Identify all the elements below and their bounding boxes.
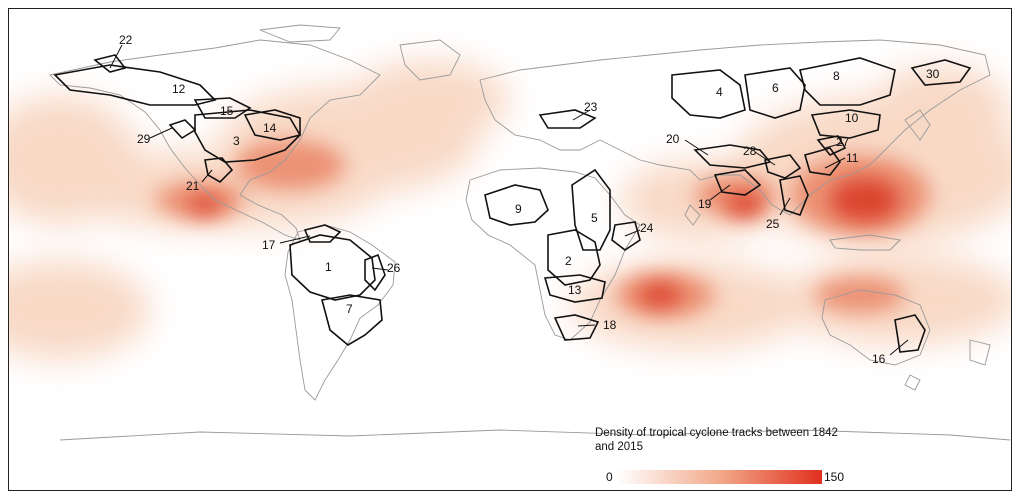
label-16: 16 [872,352,886,366]
basin-29 [168,119,197,140]
label-13: 13 [568,283,582,297]
basin-19 [713,169,762,196]
label-17: 17 [262,238,276,252]
label-4: 4 [716,85,723,99]
label-1: 1 [325,260,332,274]
legend-min-label: 0 [606,470,613,484]
label-15: 15 [220,104,234,118]
label-3: 3 [233,134,240,148]
basin-10 [810,109,881,139]
basin-5 [571,168,611,251]
label-12: 12 [172,82,186,96]
basin-labels: 1 2 3 4 5 6 7 8 9 10 11 12 13 14 15 16 1… [119,33,940,366]
basin-13 [543,274,606,303]
label-2: 2 [565,254,572,268]
basin-24 [611,221,641,251]
label-9: 9 [515,202,522,216]
basin-26 [364,253,386,292]
legend-max-label: 150 [824,470,845,484]
label-24: 24 [640,221,654,235]
basin-30 [910,59,972,86]
label-5: 5 [591,211,598,225]
label-22: 22 [119,33,133,47]
label-23: 23 [584,100,598,114]
basin-25 [779,175,809,216]
label-29: 29 [137,132,151,146]
label-10: 10 [845,111,859,125]
basin-28 [764,154,802,179]
label-8: 8 [833,69,840,83]
label-6: 6 [772,81,779,95]
label-26: 26 [387,261,401,275]
basin-18 [553,314,600,341]
basin-27 [816,135,847,156]
basin-4 [671,69,746,119]
cyclone-density-layer [9,60,1011,360]
basin-22 [93,54,127,73]
label-28: 28 [743,144,757,158]
label-18: 18 [603,318,617,332]
basin-1 [289,234,376,301]
basin-15 [193,97,252,119]
coastlines [49,24,1011,441]
basin-6 [744,67,806,119]
basin-21 [204,157,234,184]
label-30: 30 [926,67,940,81]
basin-16 [894,314,926,353]
label-leaders [109,44,909,356]
basin-23 [538,109,597,129]
label-25: 25 [766,217,780,231]
label-7: 7 [346,302,353,316]
label-19: 19 [698,197,712,211]
label-14: 14 [263,121,277,135]
basin-7 [321,294,383,346]
basin-12 [53,64,217,106]
basin-2 [547,229,601,286]
label-11: 11 [846,151,859,165]
legend-title: Density of tropical cyclone tracks betwe… [595,427,838,453]
world-map [8,8,1012,491]
label-20: 20 [666,132,680,146]
basin-14 [243,109,301,141]
label-21: 21 [186,179,200,193]
basin-8 [799,57,896,106]
label-27: 27 [836,135,850,149]
legend-color-bar [617,470,822,484]
basin-3 [194,109,302,163]
basin-17 [303,224,342,243]
basin-9 [484,184,549,226]
